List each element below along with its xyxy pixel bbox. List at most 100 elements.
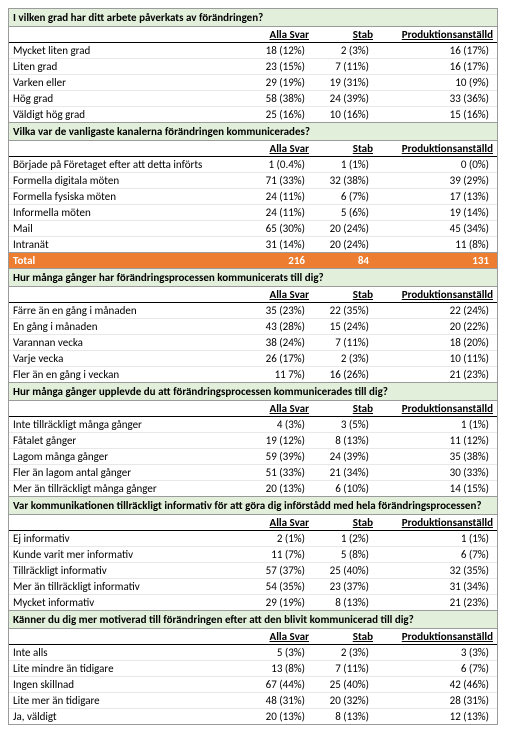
- row-value-all: 4 (3%): [233, 417, 313, 432]
- row-value-all: 18 (12%): [233, 43, 313, 58]
- survey-tables: I vilken grad har ditt arbete påverkats …: [8, 8, 498, 725]
- row-label: Mail: [9, 221, 233, 236]
- row-value-stab: 7 (11%): [313, 59, 377, 74]
- header-col2: Stab: [313, 629, 377, 644]
- column-header-row: Alla Svar Stab Produktionsanställd: [9, 401, 497, 417]
- row-label: Varannan vecka: [9, 335, 233, 350]
- row-value-all: 35 (23%): [233, 303, 313, 318]
- section: I vilken grad har ditt arbete påverkats …: [8, 8, 498, 122]
- column-header-row: Alla Svar Stab Produktionsanställd: [9, 141, 497, 157]
- row-label: Liten grad: [9, 59, 233, 74]
- table-row: Ingen skillnad 67 (44%) 25 (40%) 42 (46%…: [9, 677, 497, 693]
- row-value-all: 54 (35%): [233, 579, 313, 594]
- row-value-all: 43 (28%): [233, 319, 313, 334]
- row-value-prod: 11 (8%): [377, 237, 497, 252]
- table-row: Började på Företaget efter att detta inf…: [9, 157, 497, 173]
- question-title: Hur många gånger har förändringsprocesse…: [9, 269, 497, 287]
- row-value-prod: 17 (13%): [377, 189, 497, 204]
- row-value-stab: 24 (39%): [313, 449, 377, 464]
- row-value-all: 23 (15%): [233, 59, 313, 74]
- row-value-prod: 42 (46%): [377, 677, 497, 692]
- row-value-prod: 39 (29%): [377, 173, 497, 188]
- row-label: Väldigt hög grad: [9, 107, 233, 122]
- row-value-prod: 28 (31%): [377, 693, 497, 708]
- row-label: Formella fysiska möten: [9, 189, 233, 204]
- row-value-prod: 20 (22%): [377, 319, 497, 334]
- table-row: Formella digitala möten 71 (33%) 32 (38%…: [9, 173, 497, 189]
- header-col2: Stab: [313, 401, 377, 416]
- row-value-prod: 22 (24%): [377, 303, 497, 318]
- header-col2: Stab: [313, 287, 377, 302]
- row-value-prod: 16 (17%): [377, 43, 497, 58]
- row-value-stab: 8 (13%): [313, 595, 377, 610]
- row-label: Ingen skillnad: [9, 677, 233, 692]
- row-value-all: 24 (11%): [233, 205, 313, 220]
- table-row: Ej informativ 2 (1%) 1 (2%) 1 (1%): [9, 531, 497, 547]
- row-value-prod: 35 (38%): [377, 449, 497, 464]
- question-title: Hur många gånger upplevde du att förändr…: [9, 383, 497, 401]
- header-col2: Stab: [313, 27, 377, 42]
- total-label: Total: [9, 253, 233, 268]
- row-value-stab: 32 (38%): [313, 173, 377, 188]
- row-label: Ej informativ: [9, 531, 233, 546]
- header-col1: Alla Svar: [233, 141, 313, 156]
- header-col3: Produktionsanställd: [377, 515, 497, 530]
- row-value-stab: 16 (26%): [313, 367, 377, 382]
- row-value-stab: 15 (24%): [313, 319, 377, 334]
- row-value-stab: 5 (6%): [313, 205, 377, 220]
- table-row: Fler än lagom antal gånger 51 (33%) 21 (…: [9, 465, 497, 481]
- table-row: Ja, väldigt 20 (13%) 8 (13%) 12 (13%): [9, 709, 497, 724]
- row-value-prod: 30 (33%): [377, 465, 497, 480]
- table-row: Formella fysiska möten 24 (11%) 6 (7%) 1…: [9, 189, 497, 205]
- table-row: Färre än en gång i månaden 35 (23%) 22 (…: [9, 303, 497, 319]
- row-value-all: 38 (24%): [233, 335, 313, 350]
- table-row: Mer än tillräckligt många gånger 20 (13%…: [9, 481, 497, 496]
- row-value-all: 1 (0.4%): [233, 157, 313, 172]
- row-value-stab: 20 (32%): [313, 693, 377, 708]
- row-value-stab: 21 (34%): [313, 465, 377, 480]
- row-value-stab: 19 (31%): [313, 75, 377, 90]
- row-value-all: 26 (17%): [233, 351, 313, 366]
- row-value-prod: 45 (34%): [377, 221, 497, 236]
- row-label: Fler än lagom antal gånger: [9, 465, 233, 480]
- table-row: Fler än en gång i veckan 11 7%) 16 (26%)…: [9, 367, 497, 382]
- table-row: Mycket liten grad 18 (12%) 2 (3%) 16 (17…: [9, 43, 497, 59]
- header-blank: [9, 141, 233, 156]
- row-value-prod: 21 (23%): [377, 367, 497, 382]
- row-label: Lite mindre än tidigare: [9, 661, 233, 676]
- row-value-prod: 12 (13%): [377, 709, 497, 724]
- row-label: Kunde varit mer informativ: [9, 547, 233, 562]
- header-blank: [9, 401, 233, 416]
- row-value-all: 24 (11%): [233, 189, 313, 204]
- row-label: Intranät: [9, 237, 233, 252]
- row-value-prod: 15 (16%): [377, 107, 497, 122]
- total-prod: 131: [377, 253, 497, 268]
- row-value-prod: 1 (1%): [377, 531, 497, 546]
- row-value-prod: 16 (17%): [377, 59, 497, 74]
- row-label: Mycket informativ: [9, 595, 233, 610]
- header-col3: Produktionsanställd: [377, 629, 497, 644]
- table-row: Varken eller 29 (19%) 19 (31%) 10 (9%): [9, 75, 497, 91]
- row-value-all: 58 (38%): [233, 91, 313, 106]
- row-value-all: 5 (3%): [233, 645, 313, 660]
- section: Hur många gånger har förändringsprocesse…: [8, 268, 498, 382]
- header-blank: [9, 27, 233, 42]
- row-label: Inte tillräckligt många gånger: [9, 417, 233, 432]
- row-value-stab: 2 (3%): [313, 43, 377, 58]
- section: Hur många gånger upplevde du att förändr…: [8, 382, 498, 496]
- header-col1: Alla Svar: [233, 401, 313, 416]
- total-row: Total 216 84 131: [8, 252, 498, 268]
- row-value-stab: 6 (7%): [313, 189, 377, 204]
- row-value-prod: 31 (34%): [377, 579, 497, 594]
- row-value-stab: 25 (40%): [313, 563, 377, 578]
- column-header-row: Alla Svar Stab Produktionsanställd: [9, 629, 497, 645]
- row-label: Ja, väldigt: [9, 709, 233, 724]
- row-value-prod: 10 (9%): [377, 75, 497, 90]
- row-value-prod: 6 (7%): [377, 661, 497, 676]
- row-value-prod: 6 (7%): [377, 547, 497, 562]
- row-value-stab: 7 (11%): [313, 335, 377, 350]
- table-row: Kunde varit mer informativ 11 (7%) 5 (8%…: [9, 547, 497, 563]
- row-value-stab: 5 (8%): [313, 547, 377, 562]
- table-row: En gång i månaden 43 (28%) 15 (24%) 20 (…: [9, 319, 497, 335]
- row-label: Fåtalet gånger: [9, 433, 233, 448]
